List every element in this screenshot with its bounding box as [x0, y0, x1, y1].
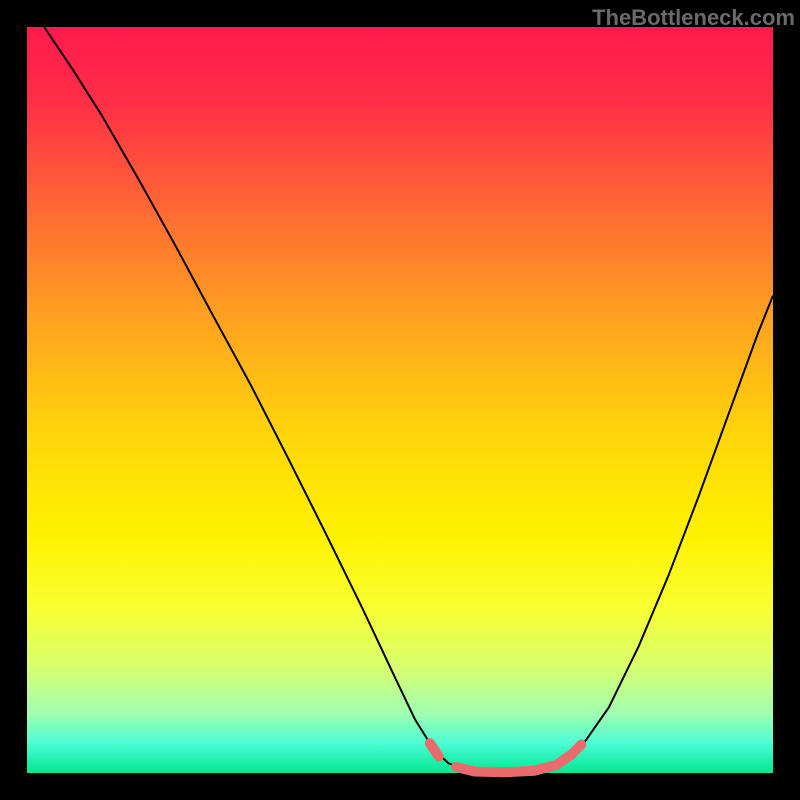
watermark-text: TheBottleneck.com — [592, 5, 795, 31]
chart-canvas: TheBottleneck.com — [0, 0, 800, 800]
bottleneck-curve — [44, 27, 773, 772]
highlight-segment-1 — [456, 745, 581, 773]
curve-layer — [0, 0, 800, 800]
highlight-segment-0 — [430, 743, 439, 756]
